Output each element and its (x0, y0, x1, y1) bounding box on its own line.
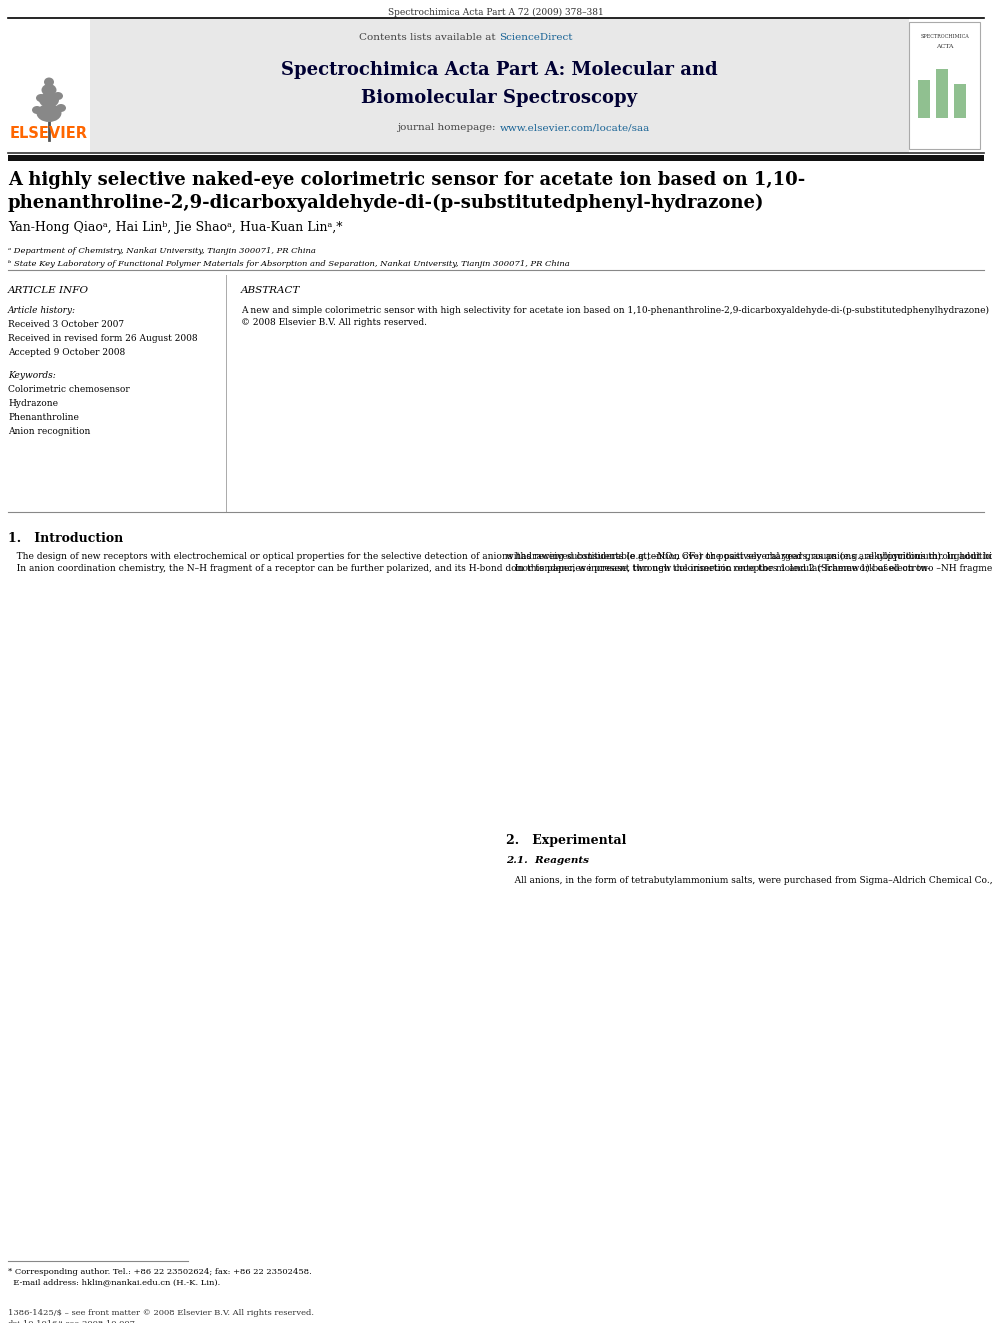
Text: Article history:: Article history: (8, 306, 76, 315)
Text: A new and simple colorimetric sensor with high selectivity for acetate ion based: A new and simple colorimetric sensor wit… (241, 306, 992, 327)
Text: www.elsevier.com/locate/saa: www.elsevier.com/locate/saa (500, 123, 650, 132)
Bar (954, 85, 966, 118)
Text: withdrawing substituents (e.g., –NO₂, CF₃) or positively charged groups (e.g., a: withdrawing substituents (e.g., –NO₂, CF… (506, 552, 992, 573)
Bar (909, 22, 980, 149)
Text: ScienceDirect: ScienceDirect (500, 33, 573, 42)
Text: ARTICLE INFO: ARTICLE INFO (8, 286, 89, 295)
Text: Received in revised form 26 August 2008: Received in revised form 26 August 2008 (8, 333, 197, 343)
Text: 1.   Introduction: 1. Introduction (8, 532, 123, 545)
Text: Accepted 9 October 2008: Accepted 9 October 2008 (8, 348, 125, 357)
Text: The design of new receptors with electrochemical or optical properties for the s: The design of new receptors with electro… (8, 552, 992, 573)
Text: 2.1.  Reagents: 2.1. Reagents (506, 856, 589, 865)
Ellipse shape (42, 83, 57, 97)
Ellipse shape (37, 105, 62, 122)
Text: 1386-1425/$ – see front matter © 2008 Elsevier B.V. All rights reserved.
doi:10.: 1386-1425/$ – see front matter © 2008 El… (8, 1308, 314, 1323)
Text: All anions, in the form of tetrabutylammonium salts, were purchased from Sigma–A: All anions, in the form of tetrabutylamm… (506, 876, 992, 885)
Text: Spectrochimica Acta Part A 72 (2009) 378–381: Spectrochimica Acta Part A 72 (2009) 378… (388, 8, 604, 17)
Bar (8, 155, 984, 161)
Text: ᵇ State Key Laboratory of Functional Polymer Materials for Absorption and Separa: ᵇ State Key Laboratory of Functional Pol… (8, 261, 569, 269)
Ellipse shape (44, 78, 54, 86)
Text: * Corresponding author. Tel.: +86 22 23502624; fax: +86 22 23502458.
  E-mail ad: * Corresponding author. Tel.: +86 22 235… (8, 1267, 311, 1287)
Bar (918, 79, 930, 118)
Text: SPECTROCHIMICA: SPECTROCHIMICA (921, 33, 969, 38)
Text: Spectrochimica Acta Part A: Molecular and: Spectrochimica Acta Part A: Molecular an… (281, 61, 718, 79)
Text: Phenanthroline: Phenanthroline (8, 413, 79, 422)
Bar (8, 19, 90, 153)
Text: Keywords:: Keywords: (8, 370, 56, 380)
Bar (90, 19, 909, 153)
Text: ACTA: ACTA (935, 45, 953, 49)
Text: 2.   Experimental: 2. Experimental (506, 833, 626, 847)
Text: Colorimetric chemosensor: Colorimetric chemosensor (8, 385, 130, 394)
Ellipse shape (36, 94, 46, 102)
Text: ᵃ Department of Chemistry, Nankai University, Tianjin 300071, PR China: ᵃ Department of Chemistry, Nankai Univer… (8, 247, 315, 255)
Text: Received 3 October 2007: Received 3 October 2007 (8, 320, 124, 329)
Text: Anion recognition: Anion recognition (8, 427, 90, 437)
Ellipse shape (32, 106, 42, 114)
Text: A highly selective naked-eye colorimetric sensor for acetate ion based on 1,10-
: A highly selective naked-eye colorimetri… (8, 171, 806, 212)
Text: Yan-Hong Qiaoᵃ, Hai Linᵇ, Jie Shaoᵃ, Hua-Kuan Linᵃ,*: Yan-Hong Qiaoᵃ, Hai Linᵇ, Jie Shaoᵃ, Hua… (8, 221, 342, 234)
Text: ABSTRACT: ABSTRACT (241, 286, 301, 295)
Ellipse shape (39, 93, 59, 107)
Text: journal homepage:: journal homepage: (397, 123, 499, 132)
Text: Biomolecular Spectroscopy: Biomolecular Spectroscopy (361, 89, 638, 107)
Ellipse shape (56, 105, 66, 112)
Bar (936, 69, 948, 118)
Text: Hydrazone: Hydrazone (8, 400, 58, 407)
Text: Contents lists available at: Contents lists available at (359, 33, 499, 42)
Ellipse shape (53, 93, 63, 101)
Text: ELSEVIER: ELSEVIER (10, 126, 88, 142)
